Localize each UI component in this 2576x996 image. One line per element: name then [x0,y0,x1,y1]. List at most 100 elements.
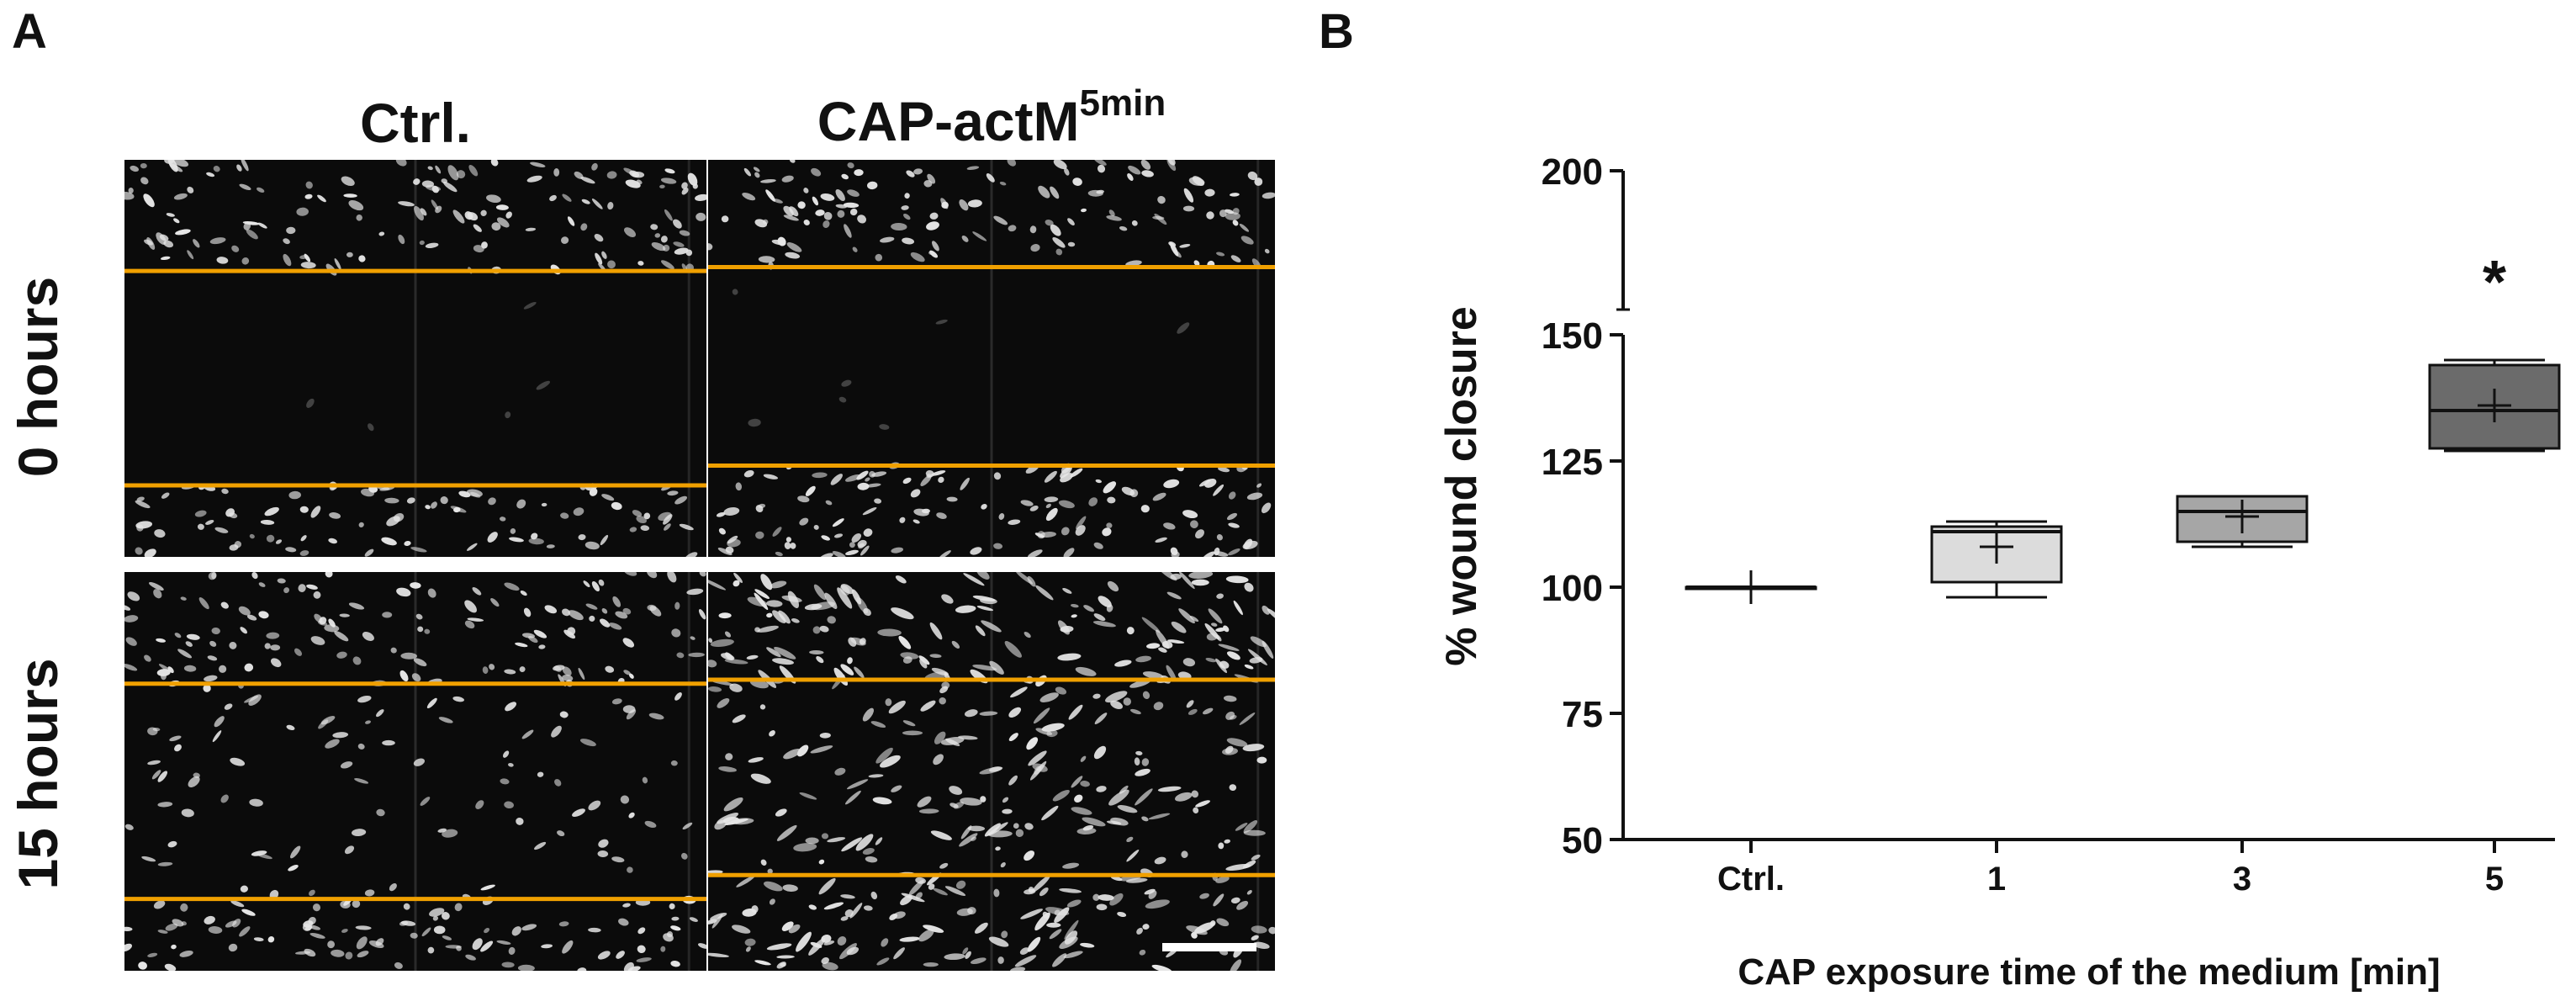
cell-mark [124,615,139,622]
cell-mark [871,471,887,477]
cell-mark [789,160,796,163]
cell-mark [1247,171,1258,181]
cell-mark [939,862,949,869]
cell-mark [676,652,685,659]
cell-mark [441,178,448,184]
cell-mark [755,531,764,539]
cell-mark [918,929,934,942]
cell-mark [1080,781,1090,787]
cell-mark [1062,587,1072,594]
cell-mark [956,908,973,916]
cell-mark [306,398,315,408]
cell-mark [1064,919,1079,940]
cell-mark [1070,468,1083,478]
cell-mark [744,938,756,946]
cell-mark [157,930,168,934]
cell-mark [544,605,558,614]
cell-mark [156,638,167,643]
cell-mark [611,501,622,511]
cell-mark [1029,760,1047,781]
cell-mark [563,629,576,639]
cell-mark [452,696,464,702]
cell-mark [1233,600,1243,616]
cell-mark [390,647,397,654]
cell-mark [636,516,647,524]
cell-mark [464,620,475,629]
cell-mark [647,572,658,579]
cell-mark [732,289,738,295]
cell-mark [959,199,969,211]
cell-mark [1119,225,1128,231]
cell-mark [788,924,801,934]
cell-mark [431,199,439,210]
cell-mark [130,165,140,172]
cell-mark [690,636,696,640]
cell-mark [465,954,476,961]
cell-mark [329,512,341,519]
y-tick-label: 100 [1542,568,1603,609]
cell-mark [1151,964,1172,971]
cell-mark [1093,745,1107,760]
cell-mark [786,242,802,252]
cell-mark [620,795,630,804]
cell-mark [352,899,361,909]
cell-mark [581,199,590,204]
cell-mark [1139,949,1146,956]
cell-mark [849,542,855,548]
cell-mark [410,547,427,553]
cell-mark [1045,220,1054,226]
cell-mark [674,495,688,505]
cell-mark [754,219,768,228]
cell-mark [1110,700,1123,709]
cell-mark [666,931,674,938]
cell-mark [511,926,521,936]
cell-mark [1229,715,1237,720]
cell-mark [179,950,193,957]
y-tick-label: 75 [1562,694,1603,735]
cell-mark [1216,252,1225,257]
cell-mark [975,625,986,637]
cell-mark [1074,794,1083,803]
row-title-15-hours: 15 hours [7,658,69,890]
cell-mark [505,702,517,712]
cell-mark [1117,805,1138,813]
cell-mark [180,596,187,601]
cell-mark [534,841,547,850]
cell-mark [1182,658,1196,667]
cell-mark [340,900,351,909]
cell-mark [901,893,925,903]
cell-mark [844,224,852,238]
cell-mark [891,607,914,620]
cell-mark [840,584,854,595]
cell-mark [988,936,1009,947]
cell-mark [410,932,418,939]
cell-mark [785,537,792,543]
cell-mark [1136,927,1144,935]
cell-mark [1166,639,1185,644]
cell-mark [838,396,847,403]
cell-mark [225,920,237,928]
cell-mark [782,884,798,892]
cell-mark [989,660,1004,675]
cell-mark [772,610,786,623]
cell-mark [766,647,781,658]
cell-mark [986,173,995,183]
cell-mark [481,241,488,249]
cell-mark [288,865,299,872]
cell-mark [138,962,147,970]
cell-mark [754,960,771,966]
cell-mark [340,761,353,769]
cell-mark [1001,930,1008,939]
cell-mark [1191,790,1199,798]
cell-mark [183,665,197,672]
cell-mark [299,550,309,556]
box-1 [1930,520,2063,599]
cell-mark [1082,817,1106,827]
cell-mark [352,656,362,665]
cell-mark [399,920,409,926]
cell-mark [180,903,188,912]
cell-mark [622,903,631,908]
cell-mark [849,903,863,919]
cell-mark [591,580,600,592]
cell-mark [152,727,161,732]
